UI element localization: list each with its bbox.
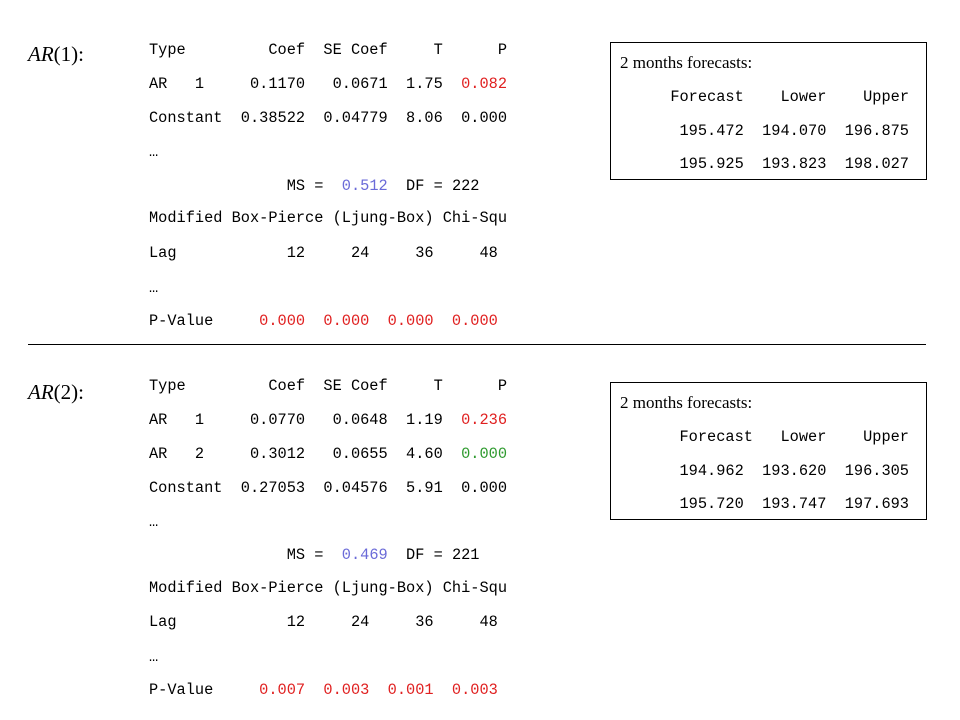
section-divider: [28, 344, 926, 345]
ar2-forecast-row-2: 195.720 193.747 197.693: [679, 495, 910, 513]
ar1-row-ar1-pvalue: 0.082: [461, 75, 508, 93]
ar1-forecast-row-2: 195.925 193.823 198.027: [679, 155, 910, 173]
ar2-df: DF = 221: [387, 546, 480, 564]
ar1-row-ar1: AR 1 0.1170 0.0671 1.75 0.082: [149, 76, 507, 92]
ar2-lag-row: Lag 12 24 36 48: [149, 613, 498, 631]
ar1-forecast-row-1: 195.472 194.070 196.875: [679, 122, 910, 140]
ar1-forecast-header: Forecast Lower Upper: [670, 88, 909, 106]
ar2-forecast-header: Forecast Lower Upper: [679, 428, 910, 446]
ar2-ellipsis-2: …: [149, 648, 159, 666]
ar1-df: DF = 222: [387, 177, 480, 195]
ar2-output: Type Coef SE Coef T P AR 1 0.0770 0.0648…: [149, 378, 507, 698]
ar1-forecast-box: 2 months forecasts: Forecast Lower Upper…: [610, 42, 927, 180]
ar1-boxpierce-title: Modified Box-Pierce (Ljung-Box) Chi-Squ: [149, 209, 508, 227]
ar2-pvalue-row: P-Value 0.007 0.003 0.001 0.003: [149, 682, 498, 698]
ar1-ms-label: MS =: [149, 177, 342, 195]
ar1-ellipsis-2: …: [149, 279, 159, 297]
ar2-ms-line: MS = 0.469 DF = 221: [149, 546, 480, 564]
ar1-model-label: AR(1):: [28, 42, 84, 67]
ar2-pvalue-label: P-Value: [149, 681, 260, 699]
ar2-row-constant: Constant 0.27053 0.04576 5.91 0.000: [149, 479, 508, 497]
ar2-ms-value: 0.469: [341, 546, 388, 564]
ar1-ellipsis-1: …: [149, 143, 159, 161]
ar2-row-ar2: AR 2 0.3012 0.0655 4.60 0.000: [149, 446, 507, 462]
ar1-pvalue-label: P-Value: [149, 312, 260, 330]
ar1-pvalues: 0.000 0.000 0.000 0.000: [259, 312, 498, 330]
ar2-forecast-row-1: 194.962 193.620 196.305: [679, 462, 910, 480]
ar1-pvalue-row: P-Value 0.000 0.000 0.000 0.000: [149, 313, 498, 329]
ar1-label-prefix: AR: [28, 42, 54, 66]
ar2-coef-header: Type Coef SE Coef T P: [149, 377, 508, 395]
ar2-model-label: AR(2):: [28, 380, 84, 405]
ar1-coef-header: Type Coef SE Coef T P: [149, 41, 508, 59]
ar2-forecast-title: 2 months forecasts:: [620, 393, 753, 412]
ar1-row-constant: Constant 0.38522 0.04779 8.06 0.000: [149, 109, 508, 127]
ar2-row-ar2-values: AR 2 0.3012 0.0655 4.60: [149, 445, 462, 463]
ar1-label-suffix: (1):: [53, 42, 84, 66]
ar1-ms-value: 0.512: [341, 177, 388, 195]
ar2-label-suffix: (2):: [53, 380, 84, 404]
ar2-label-prefix: AR: [28, 380, 54, 404]
ar2-boxpierce-title: Modified Box-Pierce (Ljung-Box) Chi-Squ: [149, 579, 508, 597]
ar2-row-ar1-pvalue: 0.236: [461, 411, 508, 429]
ar2-forecast-box: 2 months forecasts: Forecast Lower Upper…: [610, 382, 927, 520]
ar1-forecast-title: 2 months forecasts:: [620, 53, 753, 72]
ar2-row-ar1: AR 1 0.0770 0.0648 1.19 0.236: [149, 412, 507, 428]
ar1-output: Type Coef SE Coef T P AR 1 0.1170 0.0671…: [149, 42, 507, 329]
ar2-row-ar2-pvalue: 0.000: [461, 445, 508, 463]
ar1-row-ar1-values: AR 1 0.1170 0.0671 1.75: [149, 75, 462, 93]
ar1-ms-line: MS = 0.512 DF = 222: [149, 177, 480, 195]
ar2-ms-label: MS =: [149, 546, 342, 564]
ar2-row-ar1-values: AR 1 0.0770 0.0648 1.19: [149, 411, 462, 429]
ar2-pvalues: 0.007 0.003 0.001 0.003: [259, 681, 498, 699]
ar1-lag-row: Lag 12 24 36 48: [149, 244, 498, 262]
ar2-ellipsis-1: …: [149, 513, 159, 531]
